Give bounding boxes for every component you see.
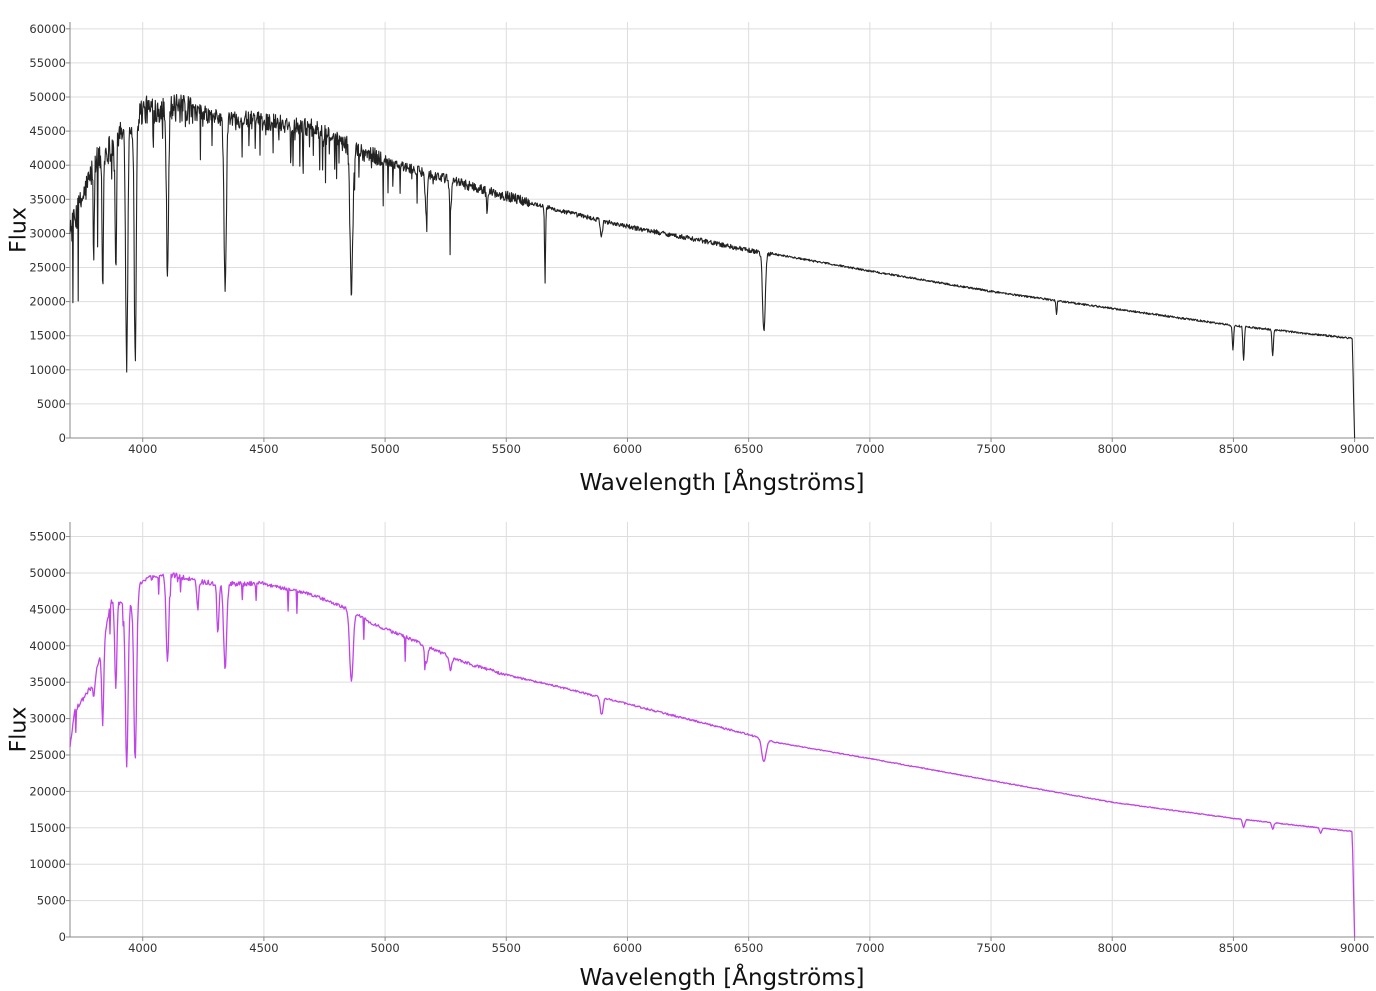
x-tick-label: 9000	[1340, 941, 1369, 955]
y-tick-label: 55000	[29, 56, 66, 70]
x-tick-label: 7500	[976, 941, 1005, 955]
x-tick-label: 4000	[128, 442, 157, 456]
y-tick-label: 25000	[29, 261, 66, 275]
x-tick-label: 8000	[1098, 442, 1127, 456]
x-tick-label: 5000	[370, 941, 399, 955]
y-tick-label: 40000	[29, 158, 66, 172]
y-tick-label: 0	[59, 930, 66, 944]
x-tick-label: 7000	[855, 941, 884, 955]
y-tick-label: 10000	[29, 857, 66, 871]
y-tick-label: 15000	[29, 821, 66, 835]
x-tick-label: 7000	[855, 442, 884, 456]
y-tick-label: 20000	[29, 784, 66, 798]
y-tick-label: 25000	[29, 748, 66, 762]
y-tick-label: 45000	[29, 124, 66, 138]
y-axis-title: Flux	[7, 207, 32, 253]
x-tick-label: 6000	[613, 941, 642, 955]
y-tick-label: 40000	[29, 639, 66, 653]
y-tick-label: 30000	[29, 712, 66, 726]
x-tick-label: 4000	[128, 941, 157, 955]
x-tick-label: 6000	[613, 442, 642, 456]
x-tick-label: 9000	[1340, 442, 1369, 456]
x-tick-label: 8000	[1098, 941, 1127, 955]
spectrum-panel-2: 4000 4500 5000 5500 6000 6500 7000 7500 8000 8500…	[7, 522, 1374, 991]
y-tick-label: 30000	[29, 226, 66, 240]
spectrum-line	[69, 94, 1356, 439]
x-tick-label: 5500	[492, 442, 521, 456]
x-tick-label: 8500	[1219, 941, 1248, 955]
y-tick-label: 55000	[29, 530, 66, 544]
x-tick-label: 7500	[976, 442, 1005, 456]
x-tick-label: 4500	[249, 941, 278, 955]
y-tick-label: 45000	[29, 602, 66, 616]
y-tick-label: 0	[59, 431, 66, 445]
x-axis-title: Wavelength [Ångströms]	[579, 963, 864, 991]
x-tick-label: 8500	[1219, 442, 1248, 456]
x-tick-label: 6500	[734, 941, 763, 955]
spectrum-line	[69, 572, 1356, 938]
y-tick-label: 35000	[29, 192, 66, 206]
y-tick-label: 35000	[29, 675, 66, 689]
y-axis-title: Flux	[7, 707, 32, 753]
y-tick-label: 5000	[37, 397, 66, 411]
y-tick-label: 50000	[29, 566, 66, 580]
y-tick-label: 15000	[29, 329, 66, 343]
y-tick-label: 20000	[29, 295, 66, 309]
spectrum-panel-1: 4000 4500 5000 5500 6000 6500 7000 7500 8000 8500…	[7, 22, 1374, 496]
x-tick-label: 5500	[492, 941, 521, 955]
x-tick-label: 4500	[249, 442, 278, 456]
x-tick-label: 5000	[370, 442, 399, 456]
y-tick-label: 50000	[29, 90, 66, 104]
y-tick-label: 10000	[29, 363, 66, 377]
y-tick-label: 5000	[37, 894, 66, 908]
x-axis-title: Wavelength [Ångströms]	[579, 468, 864, 496]
y-tick-label: 60000	[29, 22, 66, 36]
x-tick-label: 6500	[734, 442, 763, 456]
